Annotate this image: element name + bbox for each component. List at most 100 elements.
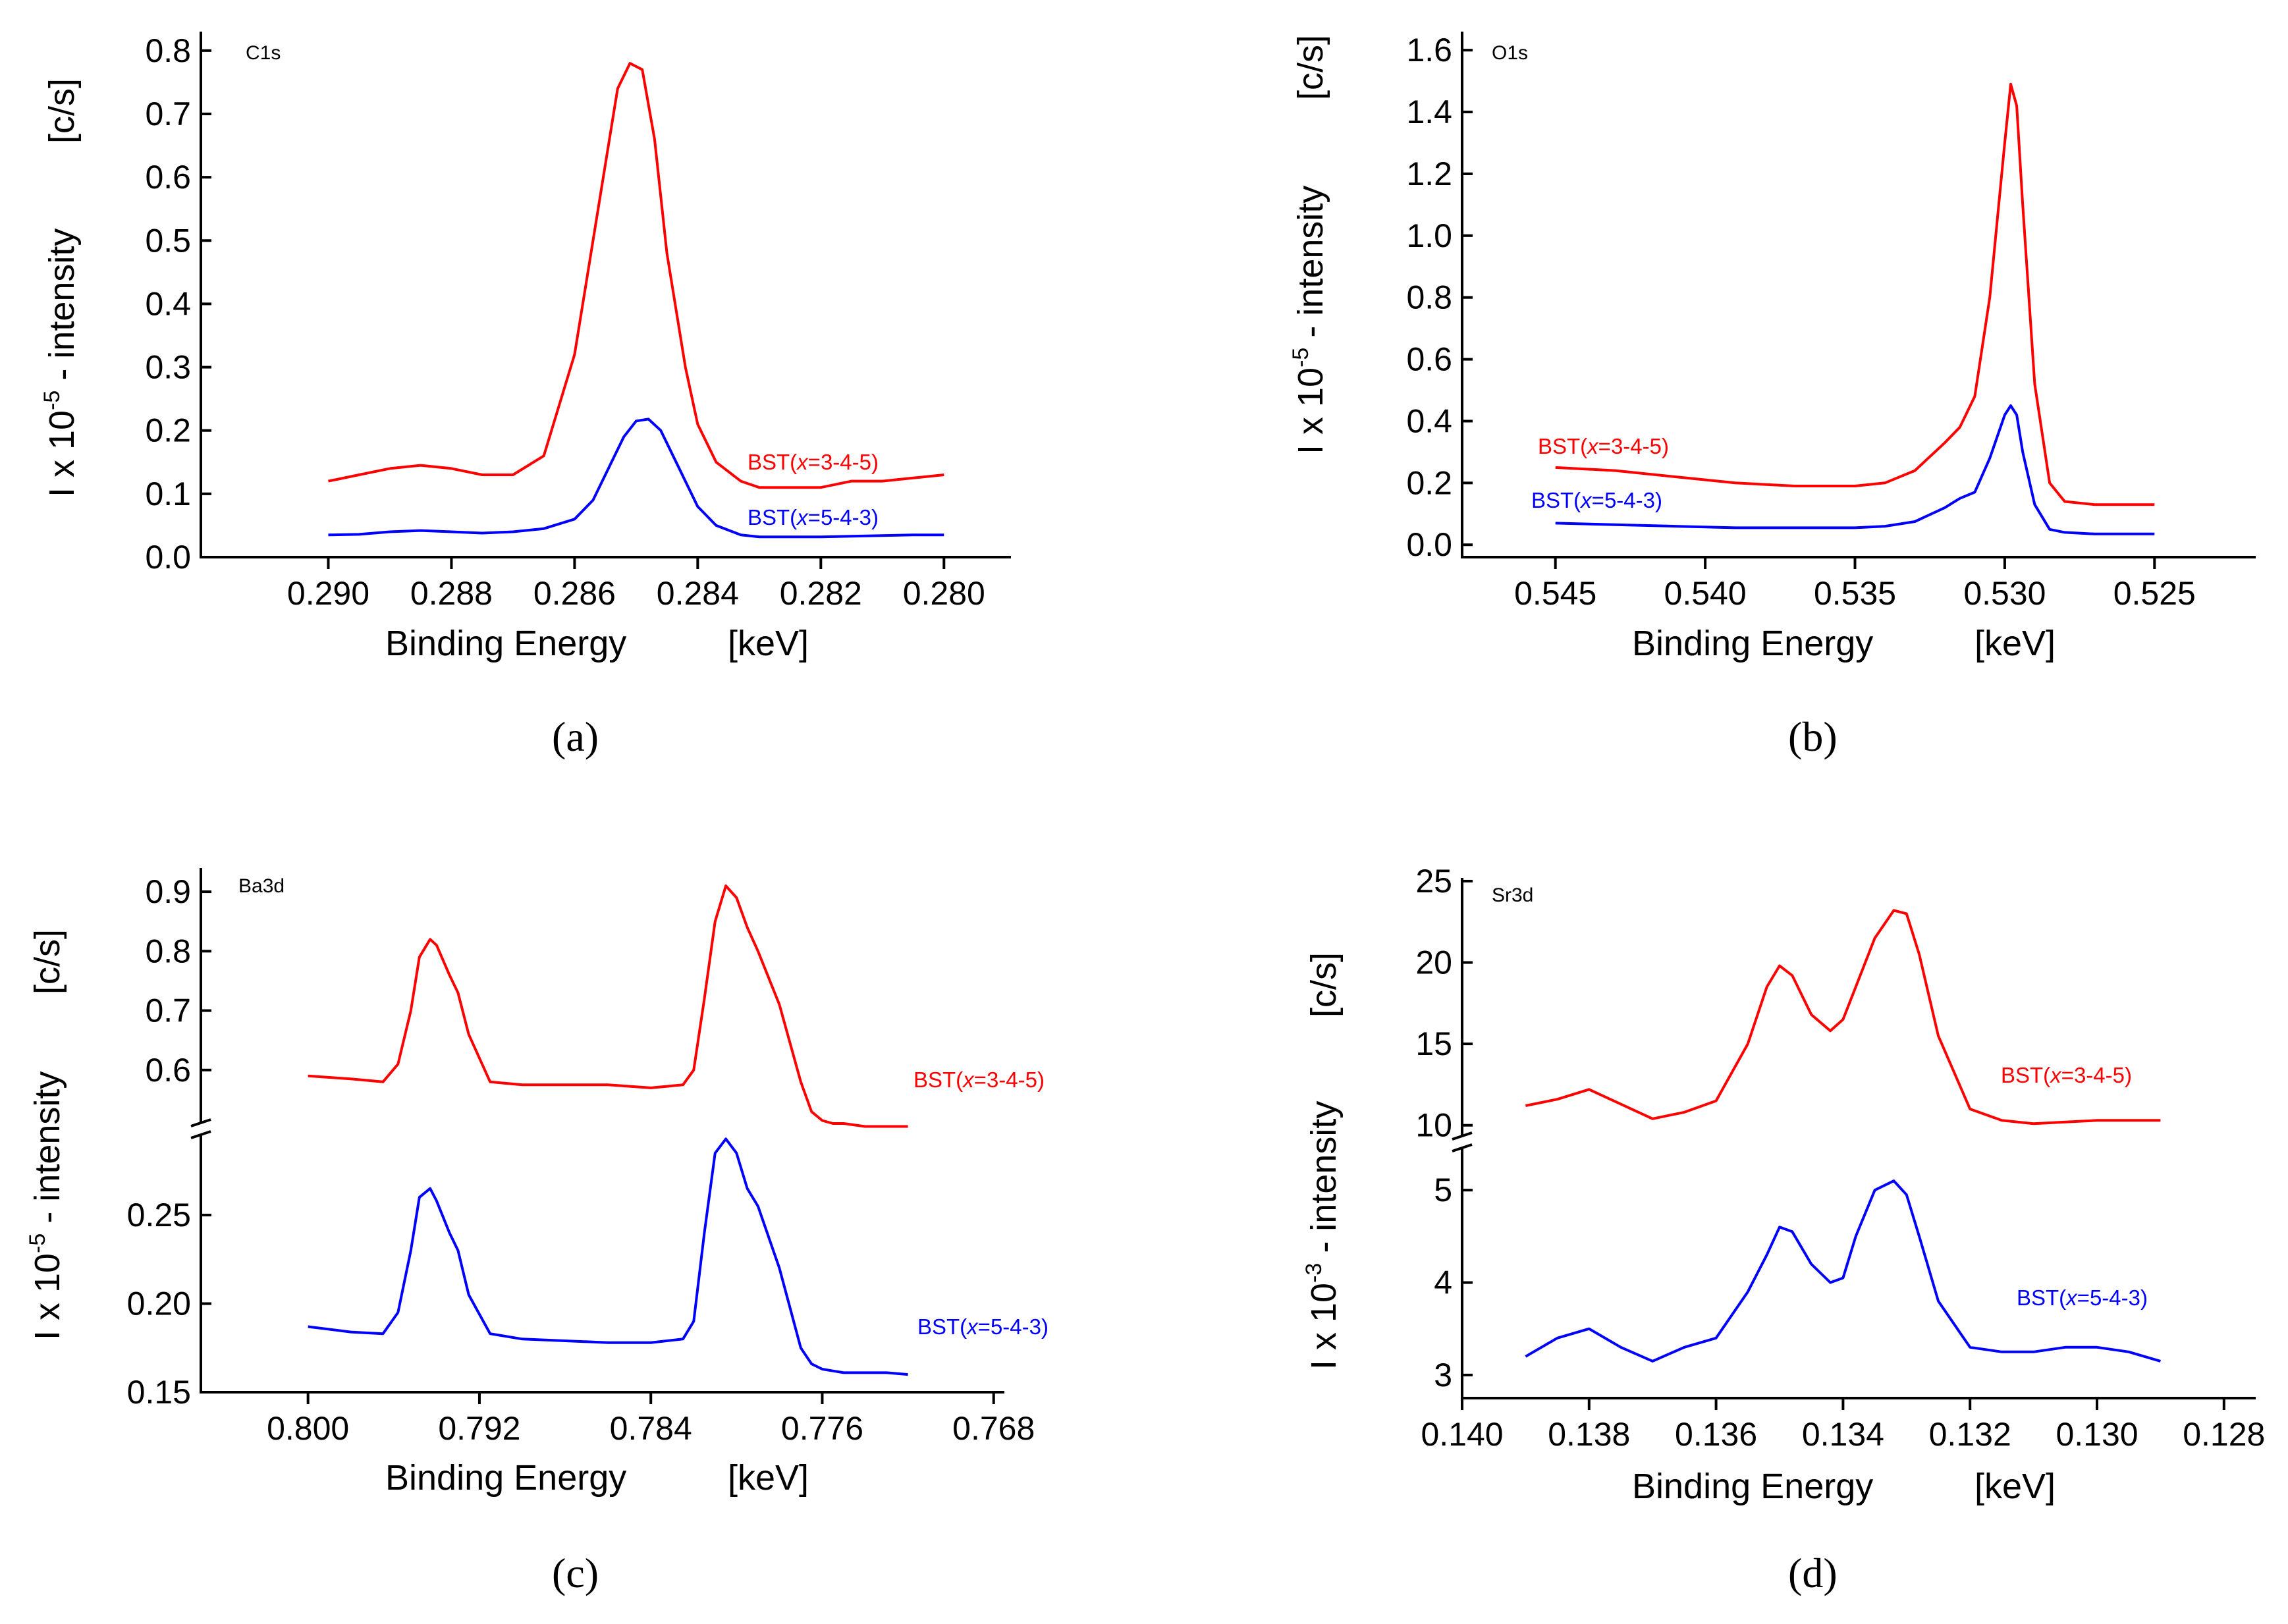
panel-c-xtick-label: 0.792 [438,1410,520,1447]
panel-b-ytick-label: 0.0 [1406,526,1452,563]
panel-b-xtick-label: 0.530 [1963,575,2046,612]
panel-c-axis-lower [200,1135,1004,1394]
panel-d-ytick-label: 5 [1434,1172,1452,1208]
panel-a-xtick-label: 0.284 [657,575,739,612]
panel-c-ytick-label: 0.8 [145,933,191,969]
panel-a-xtick-label: 0.282 [780,575,862,612]
panel-b-series-red-line [1555,82,2155,506]
panel-b: 0.0 0.2 0.4 0.6 0.8 1.0 1.2 1.4 1.6 0.545 0.540 0.… [1288,32,2256,760]
panel-b-caption: (b) [1788,713,1838,760]
panel-c-xtick-label: 0.768 [952,1410,1035,1447]
panel-d-axis-lower [1461,1149,2256,1399]
panel-d-ytick-label: 4 [1434,1264,1452,1301]
panel-b-legend-blue: BST(x=5-4-3) [1531,488,1662,512]
panel-a-series-blue-line [328,418,944,539]
panel-c-caption: (c) [552,1550,599,1596]
panel-c-xtick-label: 0.800 [267,1410,349,1447]
panel-b-series-blue-line [1555,404,2155,535]
panel-d-ytick-label: 10 [1415,1107,1452,1144]
panel-c-xtick-label: 0.784 [610,1410,692,1447]
panel-c-legend-blue: BST(x=5-4-3) [917,1314,1049,1339]
panel-c-xlabel: Binding Energy [385,1458,626,1498]
panel-d-ytick-label: 25 [1415,863,1452,900]
panel-a-ytick-label: 0.2 [145,412,191,449]
panel-a-xtick-label: 0.280 [903,575,985,612]
panel-d-xtick-label: 0.136 [1675,1416,1757,1453]
panel-d-xtick-label: 0.132 [1929,1416,2011,1453]
panel-a-ytick-label: 0.4 [145,285,191,322]
panel-c-ytick-label: 0.25 [127,1197,191,1233]
panel-a-ytick-label: 0.0 [145,539,191,576]
panel-d-ytick-label: 20 [1415,944,1452,981]
panel-d-xtick-label: 0.128 [2183,1416,2265,1453]
panel-b-ytick-label: 1.2 [1406,155,1452,192]
panel-b-ylabel: I x 10-5 - intensity [1288,186,1330,454]
panel-d-yunit: [c/s] [1304,952,1344,1017]
panel-c-ytick-label: 0.20 [127,1286,191,1322]
panel-a-ytick-label: 0.1 [145,475,191,512]
panel-d-series-blue-line [1525,1179,2161,1363]
panel-c-yunit: [c/s] [28,929,67,994]
panel-a-yunit: [c/s] [42,78,82,144]
panel-b-ytick-label: 0.8 [1406,279,1452,316]
panel-a-ylabel: I x 10-5 - intensity [40,229,82,497]
panel-a-xtick-label: 0.286 [533,575,616,612]
panel-c-legend-red: BST(x=3-4-5) [913,1068,1045,1092]
panel-a-ytick-label: 0.7 [145,95,191,132]
panel-a-xunit: [keV] [728,624,809,663]
panel-a-ytick-label: 0.3 [145,349,191,386]
panel-b-ytick-label: 0.2 [1406,464,1452,501]
panel-b-xtick-label: 0.525 [2113,575,2196,612]
panel-b-xtick-label: 0.540 [1664,575,1747,612]
panel-d-xlabel: Binding Energy [1632,1467,1873,1506]
panel-a-xlabel: Binding Energy [385,624,626,663]
panel-c-series-red-line [308,884,908,1128]
panel-c-ylabel: I x 10-5 - intensity [25,1071,67,1340]
panel-a-ytick-label: 0.5 [145,222,191,259]
panel-a-ytick-label: 0.6 [145,159,191,196]
panel-d-series-red-line [1525,909,2161,1125]
panel-a-axes [200,32,1011,558]
panel-c-title: Ba3d [238,875,285,897]
panel-b-xunit: [keV] [1975,624,2056,663]
panel-b-yunit: [c/s] [1291,35,1330,100]
panel-b-xlabel: Binding Energy [1632,624,1873,663]
panel-a-legend-blue: BST(x=5-4-3) [748,505,879,529]
panel-b-xtick-label: 0.545 [1514,575,1596,612]
panel-c-xunit: [keV] [728,1458,809,1498]
panel-c-ytick-label: 0.9 [145,873,191,910]
panel-b-ytick-label: 0.6 [1406,341,1452,378]
panel-c-series-blue-line [308,1137,908,1376]
panel-d-caption: (d) [1788,1550,1838,1596]
panel-d-title: Sr3d [1492,884,1533,906]
panel-c: 0.6 0.7 0.8 0.9 0.15 0.20 0.25 0.800 0.792 0.784… [25,868,1049,1596]
panel-b-ytick-label: 1.4 [1406,94,1452,130]
panel-d-xtick-label: 0.138 [1548,1416,1630,1453]
panel-d-xunit: [keV] [1975,1467,2056,1506]
panel-d-xtick-label: 0.130 [2056,1416,2138,1453]
panel-a-series-red-line [328,62,944,489]
panel-b-title: O1s [1492,42,1528,64]
panel-d-legend-red: BST(x=3-4-5) [2001,1063,2132,1087]
panel-b-legend-red: BST(x=3-4-5) [1538,434,1669,458]
panel-d-xtick-label: 0.140 [1421,1416,1503,1453]
panel-d-ytick-label: 3 [1434,1357,1452,1394]
panel-d-legend-blue: BST(x=5-4-3) [2017,1286,2148,1310]
panel-b-ytick-label: 0.4 [1406,402,1452,439]
panel-d-xtick-label: 0.134 [1802,1416,1884,1453]
panel-a-xtick-label: 0.290 [287,575,369,612]
panel-d-ytick-label: 15 [1415,1025,1452,1062]
panel-b-axes [1461,32,2256,558]
panel-a: 0.0 0.1 0.2 0.3 0.4 0.5 0.6 0.7 0.8 0.290 0.288 0.… [40,32,1011,760]
panel-b-xtick-label: 0.535 [1814,575,1896,612]
panel-a-ytick-label: 0.8 [145,32,191,69]
panel-a-xtick-label: 0.288 [410,575,493,612]
panel-a-caption: (a) [552,713,599,760]
panel-c-break-mark [190,1118,211,1139]
panel-a-title: C1s [246,42,281,64]
panel-c-xtick-label: 0.776 [781,1410,863,1447]
panel-a-legend-red: BST(x=3-4-5) [748,450,879,474]
panel-c-ytick-label: 0.7 [145,992,191,1029]
panel-b-ytick-label: 1.0 [1406,217,1452,254]
